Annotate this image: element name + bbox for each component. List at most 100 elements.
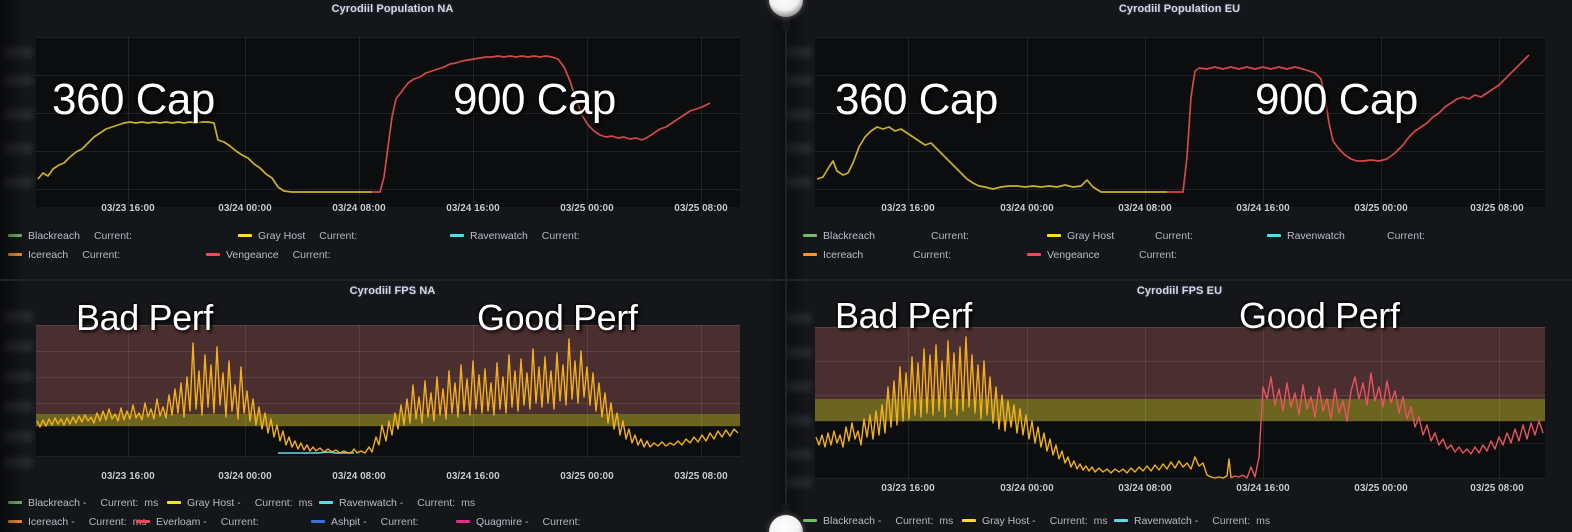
x-tick: 03/25 00:00 <box>560 203 614 214</box>
legend-item-gray-host[interactable]: Gray Host - Current: ms <box>962 515 1114 527</box>
legend-item-ravenwatch[interactable]: Ravenwatch - Current: ms <box>1114 515 1270 527</box>
series-lines-population-na <box>37 55 711 193</box>
page-title: Cyrodiil Population NA <box>331 3 454 15</box>
plot-area-fps-na: Bad Perf Good Perf <box>0 297 785 468</box>
legend-item-everloam[interactable]: Everloam - Current: <box>136 516 311 528</box>
x-tick: 03/24 16:00 <box>1236 483 1290 494</box>
x-tick: 03/25 08:00 <box>1470 203 1524 214</box>
legend-row: Icereach Current: Vengeance Current: <box>803 245 1568 264</box>
x-tick: 03/25 08:00 <box>1470 483 1524 494</box>
legend-fps-eu: Blackreach - Current: ms Gray Host - Cur… <box>803 511 1568 530</box>
y-axis-labels-population-eu <box>787 17 815 217</box>
x-tick: 03/23 16:00 <box>881 203 935 214</box>
panel-cyrodiil-population-eu[interactable]: Cyrodiil Population EU <box>786 0 1572 280</box>
chart-canvas-fps-na <box>36 325 740 457</box>
x-tick: 03/25 00:00 <box>1354 203 1408 214</box>
legend-item-blackreach[interactable]: Blackreach Current: <box>8 230 238 242</box>
legend-swatch-icon <box>167 501 181 504</box>
series-lines-fps-eu <box>815 336 1544 479</box>
legend-current-icereach: Current: <box>913 248 951 261</box>
legend-swatch-icon <box>962 519 976 522</box>
x-tick: 03/24 16:00 <box>446 471 500 482</box>
x-axis-fps-na: 03/23 16:00 03/24 00:00 03/24 08:00 03/2… <box>36 471 740 485</box>
x-tick: 03/24 00:00 <box>1000 483 1054 494</box>
legend-current-vengeance: Current: <box>1139 248 1177 261</box>
legend-current-blackreach: Current: <box>931 229 969 242</box>
series-lines-population-eu <box>816 54 1530 193</box>
legend-row: Blackreach - Current: ms Gray Host - Cur… <box>803 511 1568 530</box>
y-axis-labels-fps-na <box>0 299 36 468</box>
legend-item-ravenwatch[interactable]: Ravenwatch <box>1267 230 1387 242</box>
legend-swatch-icon <box>206 253 220 256</box>
x-tick: 03/24 00:00 <box>218 203 272 214</box>
legend-row: Blackreach - Current: ms Gray Host - Cur… <box>8 493 781 512</box>
legend-swatch-icon <box>1027 253 1041 256</box>
legend-swatch-icon <box>8 253 22 256</box>
legend-row: Icereach - Current: ms Everloam - Curren… <box>8 512 781 531</box>
legend-current-ravenwatch: Current: <box>1387 229 1425 242</box>
legend-fps-na: Blackreach - Current: ms Gray Host - Cur… <box>8 493 781 531</box>
x-tick: 03/24 08:00 <box>1118 203 1172 214</box>
x-tick: 03/23 16:00 <box>101 471 155 482</box>
plot-area-population-na: 360 Cap 900 Cap <box>0 17 785 217</box>
legend-swatch-icon <box>238 234 252 237</box>
legend-item-ashpit[interactable]: Ashpit - Current: <box>311 516 456 528</box>
legend-swatch-icon <box>1047 234 1061 237</box>
legend-item-gray-host[interactable]: Gray Host <box>1047 230 1155 242</box>
page-title: Cyrodiil FPS NA <box>349 285 436 297</box>
legend-item-gray-host[interactable]: Gray Host - Current: ms <box>167 497 319 509</box>
legend-swatch-icon <box>450 234 464 237</box>
legend-item-vengeance[interactable]: Vengeance Current: <box>206 249 331 261</box>
page-title: Cyrodiil Population EU <box>1118 3 1241 15</box>
y-axis-labels-population-na <box>0 17 36 217</box>
x-tick: 03/24 08:00 <box>1118 483 1172 494</box>
legend-row: Blackreach Current: Gray Host Current: R… <box>803 226 1568 245</box>
legend-population-na: Blackreach Current: Gray Host Current: R… <box>8 226 781 264</box>
legend-item-icereach[interactable]: Icereach - Current: ms <box>8 516 147 528</box>
legend-swatch-icon <box>136 520 150 523</box>
legend-item-vengeance[interactable]: Vengeance <box>1027 249 1139 261</box>
plot-area-population-eu: 360 Cap 900 Cap <box>787 17 1572 217</box>
legend-swatch-icon <box>803 234 817 237</box>
x-tick: 03/24 16:00 <box>446 203 500 214</box>
x-tick: 03/25 00:00 <box>560 471 614 482</box>
legend-population-eu: Blackreach Current: Gray Host Current: R… <box>803 226 1568 264</box>
plot-area-fps-eu: Bad Perf Good Perf <box>787 295 1572 494</box>
legend-swatch-icon <box>456 520 470 523</box>
legend-item-icereach[interactable]: Icereach Current: <box>8 249 206 261</box>
x-axis-population-eu: 03/23 16:00 03/24 00:00 03/24 08:00 03/2… <box>815 203 1545 217</box>
chart-canvas-population-eu <box>815 37 1545 207</box>
legend-item-quagmire[interactable]: Quagmire - Current: <box>456 516 580 528</box>
legend-swatch-icon <box>8 234 22 237</box>
x-tick: 03/24 16:00 <box>1236 203 1290 214</box>
x-axis-population-na: 03/23 16:00 03/24 00:00 03/24 08:00 03/2… <box>36 203 740 217</box>
legend-item-icereach[interactable]: Icereach <box>803 249 913 261</box>
legend-current-gray-host: Current: <box>1155 229 1193 242</box>
x-tick: 03/25 08:00 <box>674 203 728 214</box>
legend-row: Blackreach Current: Gray Host Current: R… <box>8 226 781 245</box>
panel-cyrodiil-population-na[interactable]: Cyrodiil Population NA <box>0 0 786 280</box>
legend-swatch-icon <box>1114 519 1128 522</box>
x-axis-fps-eu: 03/23 16:00 03/24 00:00 03/24 08:00 03/2… <box>815 483 1545 497</box>
y-axis-labels-fps-eu <box>787 299 815 494</box>
x-tick: 03/24 00:00 <box>1000 203 1054 214</box>
legend-item-blackreach[interactable]: Blackreach - Current: ms <box>8 497 167 509</box>
legend-item-blackreach[interactable]: Blackreach - Current: ms <box>803 515 962 527</box>
chart-canvas-fps-eu <box>815 327 1545 479</box>
legend-item-blackreach[interactable]: Blackreach <box>803 230 931 242</box>
x-tick: 03/25 00:00 <box>1354 483 1408 494</box>
page-title: Cyrodiil FPS EU <box>1136 285 1223 297</box>
x-tick: 03/24 08:00 <box>332 471 386 482</box>
series-lines-fps-na <box>36 338 739 454</box>
legend-swatch-icon <box>803 253 817 256</box>
legend-item-ravenwatch[interactable]: Ravenwatch Current: <box>450 230 580 242</box>
legend-item-gray-host[interactable]: Gray Host Current: <box>238 230 450 242</box>
panel-cyrodiil-fps-na[interactable]: Cyrodiil FPS NA <box>0 280 786 532</box>
x-tick: 03/23 16:00 <box>881 483 935 494</box>
legend-row: Icereach Current: Vengeance Current: <box>8 245 781 264</box>
panel-cyrodiil-fps-eu[interactable]: Cyrodiil FPS EU <box>786 280 1572 532</box>
x-tick: 03/23 16:00 <box>101 203 155 214</box>
legend-item-ravenwatch[interactable]: Ravenwatch - Current: ms <box>319 497 475 509</box>
legend-swatch-icon <box>8 501 22 504</box>
